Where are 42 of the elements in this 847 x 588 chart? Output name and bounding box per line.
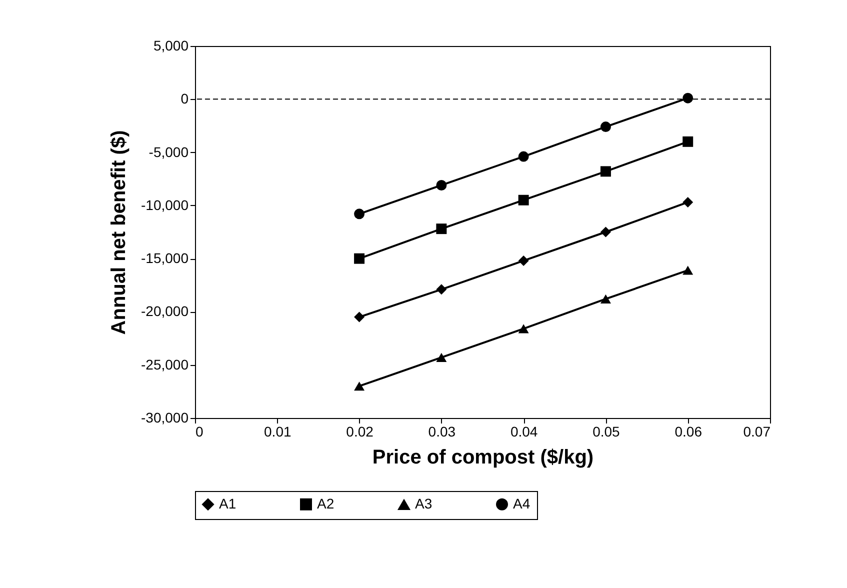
point bbox=[436, 284, 447, 295]
point bbox=[600, 294, 611, 304]
point bbox=[354, 382, 365, 391]
x-tick-label: 0.01 bbox=[264, 424, 292, 440]
x-axis-title: Price of compost ($/kg) bbox=[372, 446, 594, 468]
point bbox=[436, 352, 447, 362]
y-tick-label: -20,000 bbox=[141, 303, 189, 320]
y-tick-label: -30,000 bbox=[141, 410, 189, 426]
y-tick-label: -15,000 bbox=[141, 250, 189, 266]
point bbox=[518, 324, 529, 334]
point bbox=[436, 180, 447, 190]
point bbox=[682, 136, 694, 147]
point bbox=[436, 224, 447, 234]
y-tick-label: -25,000 bbox=[141, 356, 189, 372]
point bbox=[682, 196, 694, 208]
point bbox=[682, 92, 694, 104]
legend-label: A4 bbox=[513, 495, 530, 512]
point bbox=[518, 151, 529, 162]
x-tick-label: 0.04 bbox=[510, 424, 538, 440]
point bbox=[354, 312, 365, 322]
x-tick-label: 0.03 bbox=[428, 424, 456, 440]
x-tick-label: 0.06 bbox=[674, 424, 702, 440]
legend-label: A3 bbox=[415, 496, 432, 512]
y-tick-label: -5,000 bbox=[148, 144, 189, 160]
y-tick-label: -10,000 bbox=[141, 196, 189, 213]
x-tick-label: 0.07 bbox=[743, 424, 771, 440]
y-axis-title: Annual net benefit ($) bbox=[108, 130, 130, 335]
point bbox=[518, 194, 529, 206]
point bbox=[354, 253, 365, 264]
y-tick-label: 0 bbox=[180, 90, 189, 107]
point bbox=[518, 255, 529, 266]
x-tick-label: 0.05 bbox=[592, 424, 620, 440]
point bbox=[600, 226, 611, 238]
point bbox=[600, 122, 611, 132]
point bbox=[600, 166, 611, 177]
point bbox=[354, 208, 365, 220]
x-tick-label: 0.02 bbox=[346, 424, 374, 440]
x-tick-label: 0 bbox=[196, 424, 204, 440]
legend-label: A1 bbox=[219, 495, 236, 512]
point bbox=[682, 266, 694, 275]
y-tick-label: 5,000 bbox=[153, 38, 189, 54]
legend-label: A2 bbox=[317, 495, 334, 512]
